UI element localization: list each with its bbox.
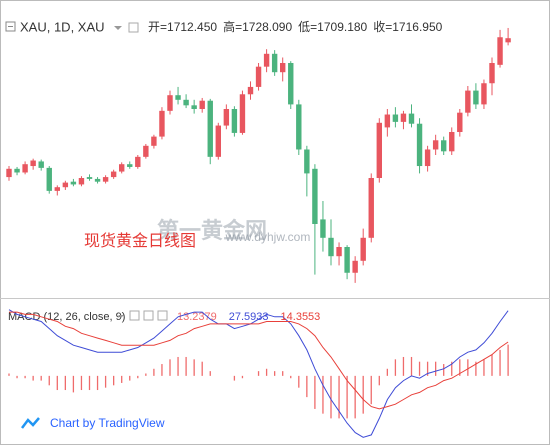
- ohlc-value: 1716.950: [392, 20, 442, 34]
- candle-body: [400, 113, 407, 122]
- indicator-line: [8, 309, 509, 438]
- candle-body: [46, 167, 52, 191]
- visibility-icon[interactable]: [129, 310, 140, 321]
- candle-body: [296, 104, 302, 150]
- annotation: 现货黄金日线图: [84, 232, 196, 250]
- candle-body: [328, 237, 334, 257]
- candle-body: [384, 114, 391, 128]
- candle-body: [432, 140, 439, 150]
- candle-body: [360, 237, 366, 261]
- candle-body: [263, 53, 270, 67]
- candle-body: [441, 140, 447, 152]
- candle-body: [312, 168, 318, 224]
- candle-body: [352, 260, 358, 273]
- candle-body: [143, 145, 149, 157]
- candle-body: [78, 178, 85, 185]
- candle-body: [151, 136, 157, 146]
- candle-body: [22, 164, 28, 173]
- watermark: 第一黄金网: [157, 218, 267, 243]
- candle-body: [86, 177, 93, 179]
- candle-body: [271, 53, 278, 73]
- candle-body: [368, 178, 374, 238]
- candle-body: [199, 100, 205, 109]
- candle-body: [505, 38, 511, 43]
- dropdown-icon[interactable]: [114, 26, 122, 30]
- candle-body: [336, 247, 342, 257]
- tradingview-logo: [21, 417, 40, 429]
- candle-body: [280, 63, 286, 73]
- watermark-url: www.dyhjw.com: [225, 230, 311, 244]
- collapse-icon[interactable]: [5, 21, 16, 32]
- ohlc-value: 1712.450: [167, 20, 217, 34]
- ohlc-label: 低=: [298, 20, 317, 34]
- candle-body: [489, 63, 495, 84]
- candle-body: [94, 178, 101, 182]
- candle-body: [14, 168, 20, 173]
- candle-body: [344, 247, 350, 273]
- candle-body: [207, 100, 213, 157]
- candle-body: [62, 182, 69, 188]
- candle-body: [449, 132, 455, 152]
- candle-body: [70, 181, 77, 185]
- candle-body: [175, 95, 181, 100]
- candle-body: [497, 37, 503, 65]
- compare-icon[interactable]: [128, 22, 139, 33]
- candle-body: [408, 113, 415, 124]
- candle-body: [54, 187, 60, 191]
- indicator-value: 27.5933: [229, 311, 269, 323]
- candle-body: [473, 90, 479, 105]
- candle-body: [304, 149, 310, 174]
- candle-body: [191, 105, 197, 109]
- candle-body: [183, 99, 189, 106]
- settings-icon[interactable]: [143, 310, 154, 321]
- candle-body: [167, 95, 173, 111]
- candle-body: [481, 83, 487, 105]
- candle-body: [239, 94, 246, 133]
- indicator-value: 13.2379: [177, 311, 217, 323]
- candle-body: [127, 164, 133, 167]
- dropdown-icon[interactable]: [118, 315, 124, 318]
- candle-body: [223, 109, 230, 126]
- candle-body: [320, 219, 326, 238]
- ohlc-value: 1728.090: [242, 20, 292, 34]
- ohlc-label: 收=: [373, 20, 392, 34]
- candle-body: [38, 161, 44, 168]
- candle-body: [288, 63, 294, 105]
- ohlc-label: 高=: [223, 19, 242, 34]
- candle-body: [110, 171, 117, 178]
- ohlc-value: 1709.180: [317, 20, 367, 34]
- indicator-line: [9, 311, 509, 410]
- candle-body: [159, 110, 165, 137]
- footer: Chart by TradingView: [50, 416, 165, 430]
- candle-body: [119, 164, 125, 172]
- candle-body: [424, 149, 431, 167]
- candle-body: [255, 66, 262, 87]
- candle-body: [376, 122, 382, 178]
- symbol-title: XAU, 1D, XAU: [20, 19, 105, 34]
- candle-body: [135, 156, 141, 167]
- candle-body: [102, 177, 109, 182]
- candle-body: [215, 125, 221, 157]
- candle-body: [392, 114, 399, 122]
- indicator-value: 14.3553: [281, 311, 321, 323]
- candle-body: [457, 112, 463, 132]
- close-icon[interactable]: [157, 310, 168, 321]
- candle-body: [30, 160, 36, 167]
- candle-body: [231, 109, 238, 133]
- ohlc-label: 开=: [148, 20, 167, 34]
- candle-body: [465, 90, 471, 113]
- candle-body: [247, 86, 254, 95]
- candle-body: [6, 168, 12, 178]
- candle-body: [416, 123, 423, 167]
